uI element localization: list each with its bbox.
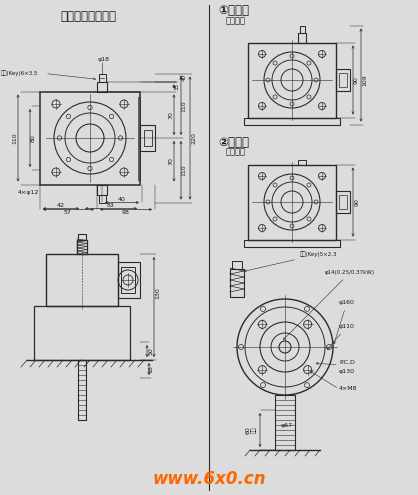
Bar — [78, 234, 86, 240]
Text: 单入右侧: 单入右侧 — [226, 148, 246, 156]
Text: 220: 220 — [191, 132, 196, 144]
Text: ①直联式: ①直联式 — [218, 4, 249, 17]
Text: 40: 40 — [181, 74, 186, 81]
Text: 35: 35 — [174, 83, 179, 90]
Text: P.C.D: P.C.D — [339, 359, 355, 364]
Bar — [46, 254, 118, 306]
Text: 4×M8: 4×M8 — [339, 387, 357, 392]
Text: 60: 60 — [245, 426, 250, 434]
Text: 90: 90 — [354, 198, 359, 206]
Text: φ130: φ130 — [339, 369, 355, 375]
Text: 90: 90 — [354, 76, 359, 84]
Bar — [140, 125, 155, 151]
Bar — [300, 26, 304, 33]
Bar — [77, 240, 87, 254]
Text: φ14(0.25/0.37kW): φ14(0.25/0.37kW) — [283, 270, 375, 340]
Bar — [336, 191, 350, 213]
Text: 98: 98 — [122, 210, 130, 215]
Text: www.6x0.cn: www.6x0.cn — [152, 470, 266, 488]
Text: 57: 57 — [64, 210, 72, 215]
Bar — [144, 130, 152, 146]
Bar — [339, 195, 347, 209]
Text: 130: 130 — [155, 287, 161, 299]
Bar — [209, 0, 418, 495]
Bar — [121, 267, 135, 293]
Bar — [78, 360, 86, 420]
Text: 70: 70 — [168, 111, 173, 119]
Bar — [99, 73, 105, 82]
Bar — [244, 117, 340, 125]
Bar — [275, 395, 295, 450]
Text: ②直联式: ②直联式 — [218, 136, 249, 148]
Bar — [248, 164, 336, 240]
Bar — [248, 43, 336, 117]
Text: 110: 110 — [13, 132, 18, 144]
Text: 70: 70 — [168, 157, 173, 165]
Bar — [118, 262, 140, 298]
Text: 4×φ12: 4×φ12 — [18, 190, 39, 195]
Bar — [339, 73, 347, 87]
Text: 18: 18 — [148, 365, 153, 373]
Text: 双入右侧: 双入右侧 — [226, 16, 246, 26]
Text: φ160: φ160 — [334, 300, 355, 344]
Text: 42: 42 — [57, 203, 65, 208]
Bar — [230, 269, 244, 297]
Text: 50: 50 — [148, 347, 153, 355]
Text: φ67: φ67 — [281, 423, 293, 428]
Bar — [336, 69, 350, 91]
Text: φ110: φ110 — [327, 324, 355, 349]
Text: 键槽(Key)5×2.3: 键槽(Key)5×2.3 — [244, 251, 337, 272]
Text: 110: 110 — [181, 100, 186, 111]
Bar — [97, 185, 107, 195]
Text: 110: 110 — [181, 164, 186, 176]
Bar — [298, 33, 306, 43]
Bar — [244, 240, 340, 247]
Text: 80: 80 — [31, 134, 36, 142]
Bar — [298, 159, 306, 164]
Bar — [232, 261, 242, 269]
Text: 83: 83 — [107, 203, 115, 208]
Text: 双入力（标准型）: 双入力（标准型） — [60, 10, 116, 23]
Bar — [99, 195, 105, 202]
Bar — [40, 92, 140, 185]
Bar — [34, 306, 130, 360]
Text: 键槽(Key)6×3.5: 键槽(Key)6×3.5 — [0, 71, 38, 76]
Bar — [97, 82, 107, 92]
Bar — [138, 97, 140, 180]
Bar — [0, 0, 209, 495]
Text: 行程: 行程 — [251, 427, 257, 433]
Text: φ18: φ18 — [98, 57, 110, 62]
Text: 40: 40 — [118, 197, 126, 202]
Text: 109: 109 — [362, 74, 367, 86]
